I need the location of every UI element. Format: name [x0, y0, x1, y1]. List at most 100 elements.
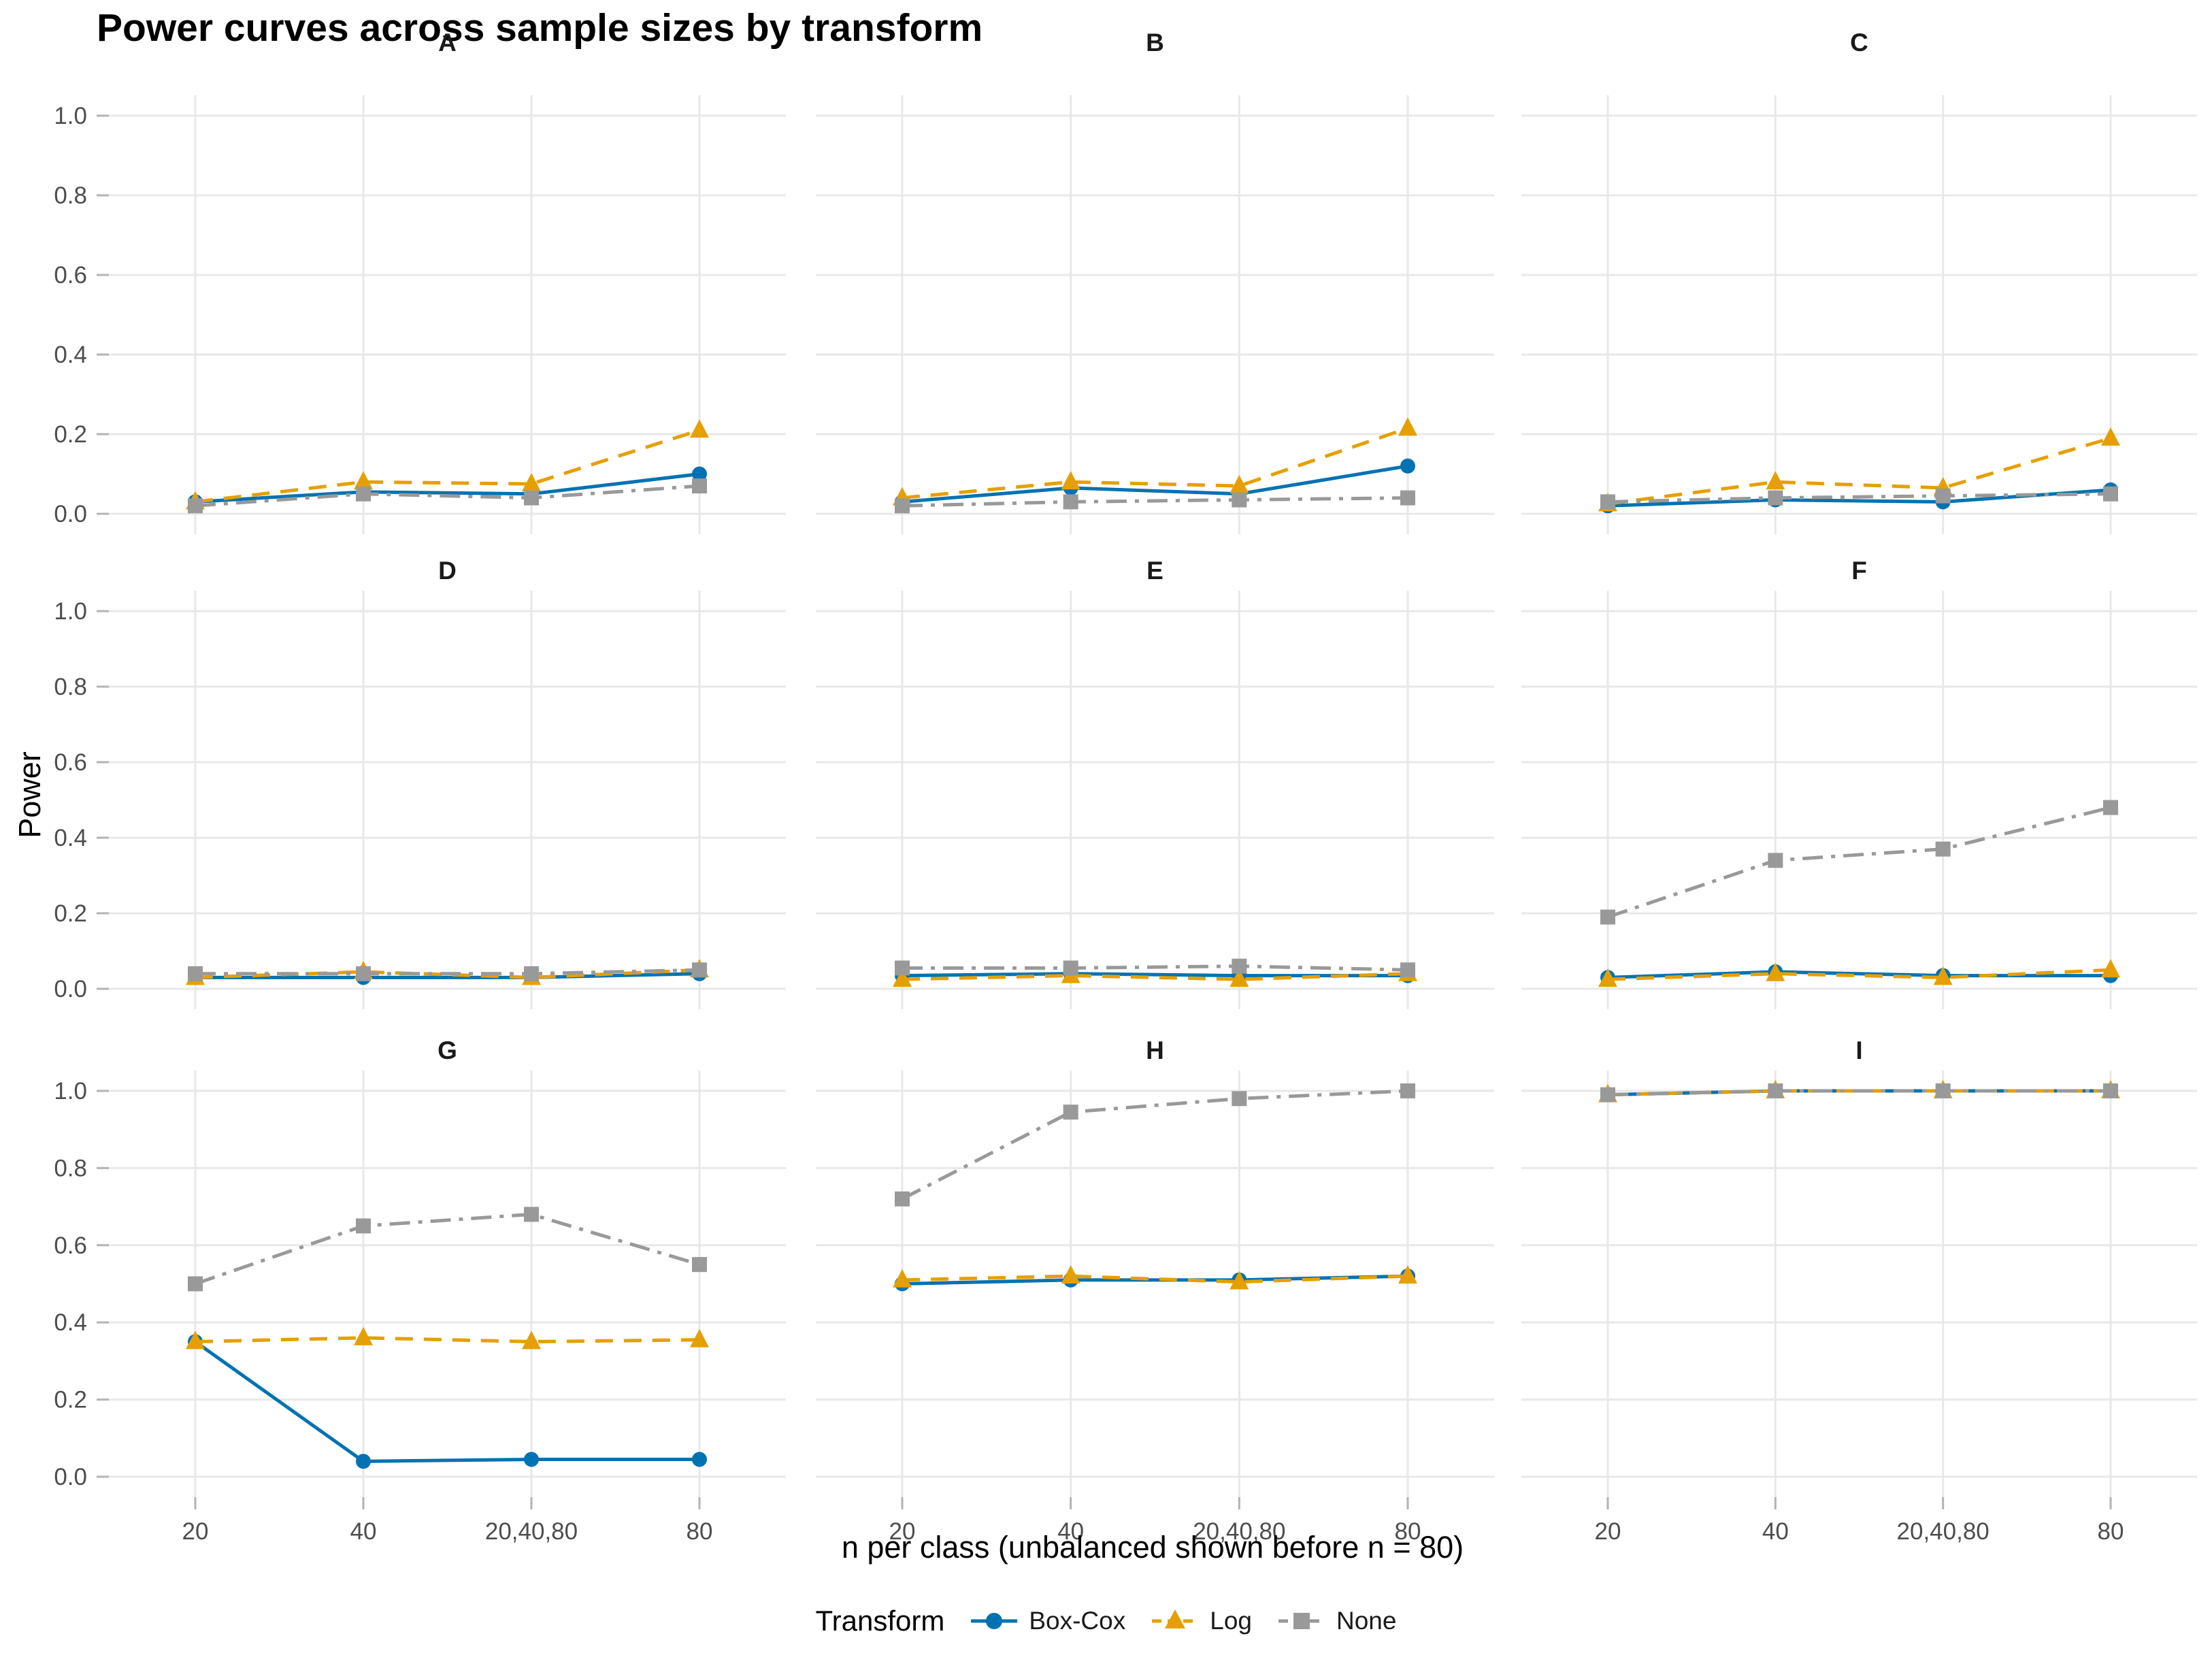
facet-strip-label: F: [1851, 557, 1867, 585]
series-line-Log: [902, 426, 1408, 500]
marker-square-None: [2103, 800, 2118, 815]
marker-square-None: [1600, 1087, 1615, 1102]
marker-square-None: [895, 1191, 910, 1207]
y-tick-label: 0.4: [54, 342, 87, 368]
facet-strip-label: D: [438, 557, 457, 585]
marker-square-None: [188, 498, 203, 514]
marker-square-None: [1063, 960, 1078, 976]
series-line-None: [195, 1212, 700, 1286]
marker-circle-Box-Cox: [524, 1452, 539, 1467]
marker-circle-Box-Cox: [692, 1452, 707, 1467]
marker-square-None: [524, 966, 539, 981]
marker-triangle-Log: [1061, 1265, 1080, 1284]
legend-item-Box-Cox: Box-Cox: [969, 1605, 1125, 1637]
y-tick-label: 0.8: [54, 182, 87, 209]
marker-square-None: [356, 1218, 371, 1234]
marker-square-None: [692, 478, 707, 494]
marker-square-None: [1232, 958, 1247, 974]
marker-triangle-Log: [1766, 471, 1785, 490]
marker-square-None: [1063, 1104, 1078, 1120]
marker-triangle-Log: [1061, 471, 1080, 490]
y-tick-label: 0.4: [54, 1309, 87, 1336]
x-tick-label: 20: [182, 1518, 209, 1545]
series-line-Log: [195, 1336, 700, 1344]
legend-key-circle-icon: [971, 1613, 1018, 1629]
y-tick-label: 1.0: [54, 103, 87, 129]
legend-label: None: [1336, 1607, 1397, 1635]
marker-triangle-Log: [1229, 475, 1249, 494]
marker-triangle-Log: [1229, 968, 1249, 987]
marker-square-None: [895, 960, 910, 976]
facet-strip-label: G: [438, 1036, 457, 1064]
y-tick-label: 0.6: [54, 1232, 87, 1259]
marker-circle-Box-Cox: [692, 466, 707, 482]
marker-triangle-Log: [2101, 959, 2120, 978]
marker-square-None: [1400, 962, 1415, 978]
marker-square-None: [2103, 486, 2118, 502]
marker-square-None: [356, 486, 371, 502]
marker-square-None: [356, 966, 371, 981]
series-line-None: [195, 968, 700, 976]
facet-strip-label: H: [1146, 1036, 1164, 1064]
series-line-None: [195, 484, 700, 508]
series-line-Box-Cox: [902, 972, 1408, 978]
marker-square-None: [1400, 1083, 1415, 1098]
x-axis-title: n per class (unbalanced shown before n =…: [841, 1530, 1464, 1565]
facet-strip-label: I: [1855, 1036, 1862, 1064]
marker-triangle-Log: [186, 1330, 205, 1349]
marker-square-None: [1935, 488, 1951, 504]
series-line-None: [901, 1089, 1408, 1200]
marker-triangle-Log: [354, 1326, 373, 1345]
y-axis-title: Power: [12, 751, 47, 838]
marker-triangle-Log: [690, 419, 709, 438]
x-tick-label: 20,40,80: [485, 1518, 578, 1545]
y-tick-label: 1.0: [54, 598, 87, 625]
marker-square-None: [1600, 909, 1615, 925]
y-tick-label: 0.2: [54, 1387, 87, 1413]
legend-label: Log: [1210, 1607, 1252, 1635]
series-line-Box-Cox: [194, 1340, 699, 1463]
marker-square-None: [1768, 853, 1783, 868]
marker-square-None: [524, 490, 539, 506]
legend-label: Box-Cox: [1029, 1607, 1126, 1635]
marker-triangle-Log: [522, 473, 541, 492]
marker-triangle-Log: [1398, 417, 1417, 436]
marker-square-None: [1232, 1091, 1247, 1107]
legend-item-Log: Log: [1150, 1605, 1252, 1637]
x-tick-label: 20,40,80: [1193, 1518, 1285, 1545]
x-tick-label: 40: [1057, 1518, 1084, 1545]
marker-square-None: [1935, 841, 1951, 857]
legend-title: Transform: [815, 1605, 945, 1637]
y-tick-label: 0.2: [54, 421, 87, 448]
marker-triangle-Log: [1766, 962, 1785, 981]
marker-triangle-Log: [690, 1328, 709, 1347]
chart-title: Power curves across sample sizes by tran…: [97, 6, 983, 50]
x-tick-label: 20: [889, 1518, 916, 1545]
legend: Transform Box-Cox Log None: [0, 1605, 2212, 1637]
marker-triangle-Log: [2101, 427, 2120, 446]
series-line-Box-Cox: [1607, 970, 2111, 979]
series-line-None: [902, 496, 1408, 508]
y-tick-label: 0.6: [54, 262, 87, 289]
y-tick-label: 0.0: [54, 976, 87, 1002]
series-line-Box-Cox: [195, 472, 700, 504]
legend-key-triangle-icon: [1152, 1609, 1199, 1629]
series-line-None: [1607, 806, 2111, 919]
marker-square-None: [188, 1276, 203, 1292]
y-tick-label: 0.0: [54, 1464, 87, 1490]
marker-triangle-Log: [1933, 966, 1953, 985]
facet-strip-label: B: [1146, 29, 1164, 56]
marker-triangle-Log: [1229, 1271, 1249, 1290]
x-tick-label: 80: [687, 1518, 713, 1545]
marker-triangle-Log: [1598, 968, 1617, 987]
marker-square-None: [692, 1257, 707, 1273]
x-tick-label: 20,40,80: [1897, 1518, 1990, 1545]
y-tick-label: 0.8: [54, 1155, 87, 1181]
marker-square-None: [895, 498, 910, 514]
series-line-None: [902, 964, 1408, 972]
series-line-None: [1607, 1089, 2111, 1097]
legend-item-None: None: [1276, 1605, 1396, 1637]
legend-key-square-icon: [1278, 1613, 1325, 1629]
series-line-None: [1607, 492, 2111, 504]
